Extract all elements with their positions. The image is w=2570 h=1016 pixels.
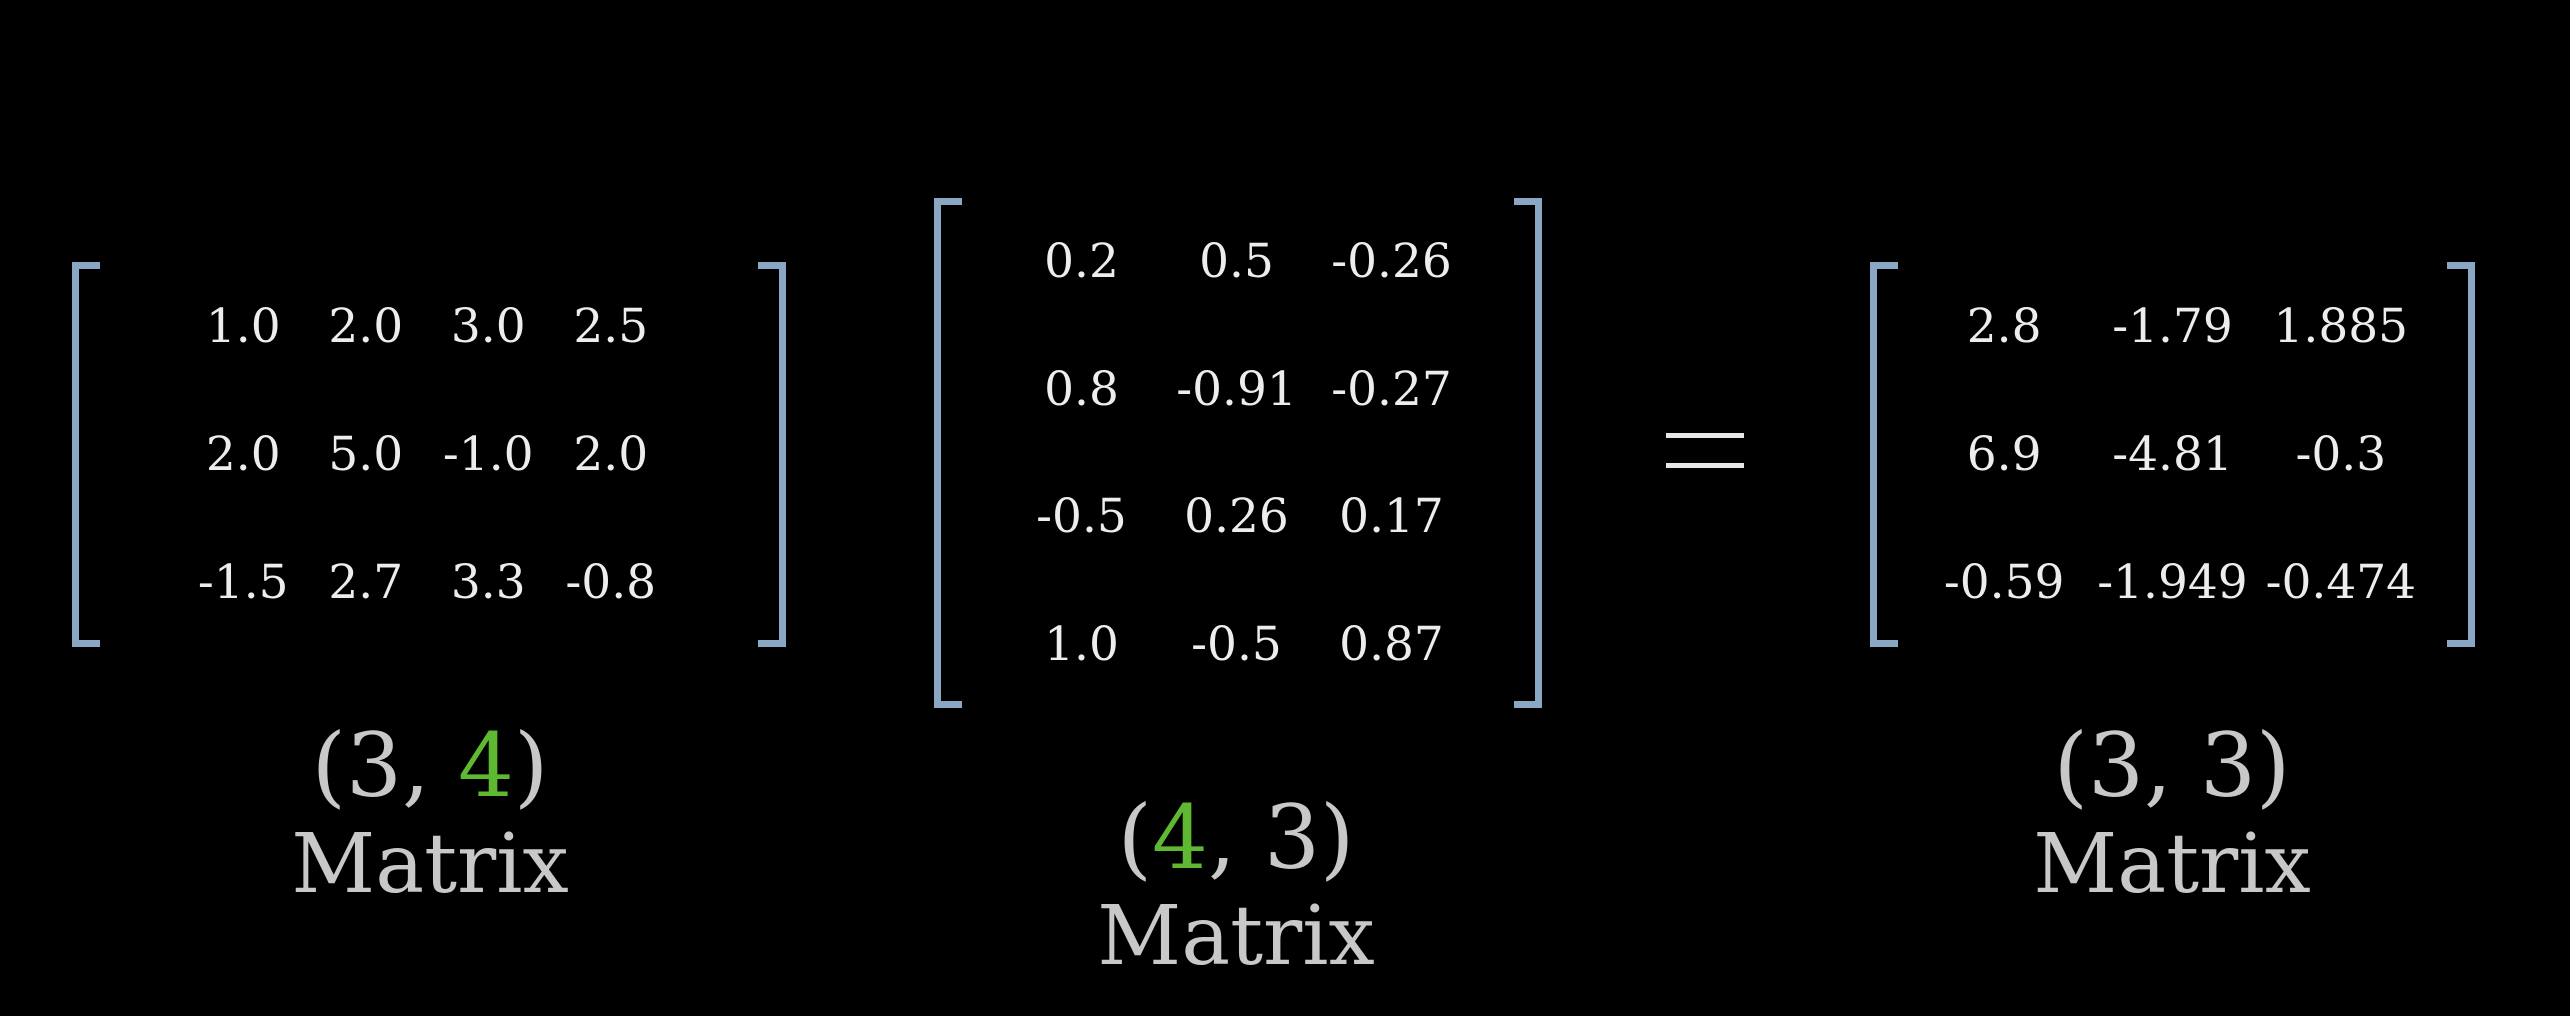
equals-bar-top <box>1666 433 1744 438</box>
matrix-a-cell: 1.0 <box>205 298 281 354</box>
matrix-a-cell: 3.3 <box>450 555 526 611</box>
matrix-c-left-bracket <box>1870 262 1898 647</box>
matrix-b-label: Matrix <box>1097 889 1375 984</box>
matrix-c: 2.8 -1.79 1.885 6.9 -4.81 -0.3 -0.59 -1.… <box>1870 262 2475 647</box>
matrix-b-cell: 0.17 <box>1339 489 1444 545</box>
matrix-c-right-bracket <box>2447 262 2475 647</box>
matrix-c-cell: -1.79 <box>2112 298 2233 354</box>
matrix-b-caption: (4, 3) Matrix <box>1036 794 1436 978</box>
matrix-c-cell: 2.8 <box>1966 298 2042 354</box>
matrix-b-cell: 0.2 <box>1044 234 1119 290</box>
matrix-a-cell: 2.0 <box>328 298 404 354</box>
matrix-b-left-bracket <box>934 198 962 708</box>
matrix-a-shape: (3, 4) <box>311 714 549 817</box>
matrix-a-cell: -0.8 <box>565 555 657 611</box>
matrix-b-cell: 0.87 <box>1339 616 1444 672</box>
matrix-c-cell: 6.9 <box>1966 426 2042 482</box>
matrix-b-cell: -0.91 <box>1176 361 1297 417</box>
matrix-a-cell: 5.0 <box>328 426 404 482</box>
equals-bar-bottom <box>1666 463 1744 468</box>
matrix-c-cell: -1.949 <box>2097 555 2248 611</box>
matrix-b-right-bracket <box>1514 198 1542 708</box>
matrix-c-label: Matrix <box>2033 817 2311 912</box>
matrix-a-cell: 2.7 <box>328 555 404 611</box>
matrix-b-cell: -0.5 <box>1191 616 1282 672</box>
matrix-c-cell: -0.59 <box>1943 555 2065 611</box>
matrix-b-shape: (4, 3) <box>1117 786 1355 889</box>
matrix-c-cell: -4.81 <box>2112 426 2233 482</box>
matrix-c-grid: 2.8 -1.79 1.885 6.9 -4.81 -0.3 -0.59 -1.… <box>1920 262 2425 647</box>
matrix-b-cell: 0.26 <box>1184 489 1289 545</box>
matrix-a-left-bracket <box>72 262 100 647</box>
equals-sign <box>1666 433 1744 471</box>
matrix-a-cell: -1.5 <box>197 555 289 611</box>
matrix-a-right-bracket <box>758 262 786 647</box>
matrix-c-shape: (3, 3) <box>2053 714 2291 817</box>
matrix-b-cell: 0.8 <box>1044 361 1119 417</box>
matrix-b: 0.2 0.5 -0.26 0.8 -0.91 -0.27 -0.5 0.26 … <box>934 198 1542 708</box>
matrix-b-cell: -0.26 <box>1331 234 1452 290</box>
matrix-a-caption: (3, 4) Matrix <box>230 722 630 906</box>
matrix-b-grid: 0.2 0.5 -0.26 0.8 -0.91 -0.27 -0.5 0.26 … <box>1004 198 1469 708</box>
matrix-a-cell: 3.0 <box>450 298 526 354</box>
matrix-b-cell: 0.5 <box>1199 234 1274 290</box>
matrix-a-cell: -1.0 <box>442 426 534 482</box>
matrix-b-cell: -0.27 <box>1331 361 1452 417</box>
matrix-b-cell: -0.5 <box>1036 489 1127 545</box>
matrix-a-grid: 1.0 2.0 3.0 2.5 2.0 5.0 -1.0 2.0 -1.5 2.… <box>182 262 672 647</box>
matrix-c-cell: -0.474 <box>2265 555 2417 611</box>
matrix-c-cell: -0.3 <box>2295 426 2387 482</box>
matrix-a-label: Matrix <box>291 817 569 912</box>
matrix-a-cell: 2.0 <box>205 426 281 482</box>
matrix-b-cell: 1.0 <box>1044 616 1119 672</box>
matrix-a-cell: 2.0 <box>573 426 649 482</box>
matrix-a-cell: 2.5 <box>573 298 649 354</box>
matrix-c-cell: 1.885 <box>2273 298 2409 354</box>
matrix-a: 1.0 2.0 3.0 2.5 2.0 5.0 -1.0 2.0 -1.5 2.… <box>72 262 786 647</box>
matrix-c-caption: (3, 3) Matrix <box>1972 722 2372 906</box>
